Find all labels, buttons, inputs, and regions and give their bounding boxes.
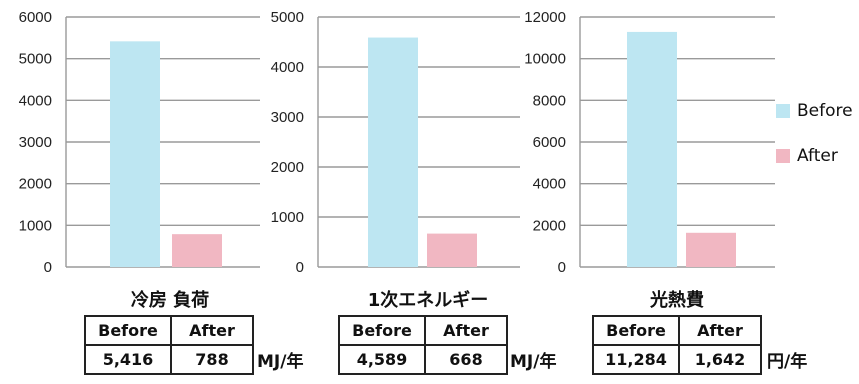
table-header-after: After [678, 315, 762, 346]
bar-after [427, 233, 477, 267]
table-header-before: Before [592, 315, 680, 346]
table-value-before: 4,589 [338, 344, 426, 375]
unit-label: MJ/年 [510, 352, 557, 372]
y-tick-label: 1000 [19, 217, 52, 234]
y-tick-label: 6000 [19, 9, 52, 26]
table-value-after: 1,642 [678, 344, 762, 375]
y-tick-label: 10000 [524, 51, 566, 68]
y-tick-label: 4000 [533, 176, 566, 193]
y-tick-label: 2000 [271, 159, 304, 176]
unit-label: MJ/年 [257, 352, 304, 372]
table-header-after: After [170, 315, 254, 346]
table-value-before: 11,284 [592, 344, 680, 375]
legend-swatch-before [776, 104, 790, 118]
y-tick-label: 0 [44, 259, 52, 276]
chart-title-primary-energy: 1次エネルギー [367, 290, 489, 311]
bar-after [686, 232, 736, 267]
unit-label: 円/年 [767, 352, 808, 372]
y-tick-label: 3000 [271, 109, 304, 126]
legend-label-before: Before [797, 101, 853, 121]
table-value-after: 788 [170, 344, 254, 375]
y-tick-label: 1000 [271, 209, 304, 226]
chart-title-utility-cost: 光熱費 [650, 290, 704, 311]
value-table-utility-cost: Before After 11,284 1,642 [592, 315, 762, 375]
table-value-after: 668 [424, 344, 508, 375]
legend-label-after: After [797, 146, 838, 166]
y-tick-label: 0 [296, 259, 304, 276]
table-value-before: 5,416 [84, 344, 172, 375]
chart-title-cooling-load: 冷房 負荷 [130, 290, 210, 311]
y-tick-label: 5000 [19, 51, 52, 68]
bar-after [172, 234, 222, 267]
bar-before [368, 37, 418, 267]
y-tick-label: 5000 [271, 9, 304, 26]
legend-item-after: After [776, 146, 838, 166]
legend-swatch-after [776, 149, 790, 163]
y-tick-label: 2000 [533, 217, 566, 234]
table-header-before: Before [338, 315, 426, 346]
y-tick-label: 6000 [533, 134, 566, 151]
y-tick-label: 0 [558, 259, 566, 276]
value-table-primary-energy: Before After 4,589 668 [338, 315, 508, 375]
y-tick-label: 4000 [271, 59, 304, 76]
table-header-after: After [424, 315, 508, 346]
y-tick-label: 2000 [19, 176, 52, 193]
y-tick-label: 4000 [19, 92, 52, 109]
y-tick-label: 3000 [19, 134, 52, 151]
table-header-before: Before [84, 315, 172, 346]
value-table-cooling-load: Before After 5,416 788 [84, 315, 254, 375]
bar-before [110, 41, 160, 268]
y-tick-label: 8000 [533, 92, 566, 109]
legend-item-before: Before [776, 101, 853, 121]
y-tick-label: 12000 [524, 9, 566, 26]
bar-before [627, 31, 677, 267]
